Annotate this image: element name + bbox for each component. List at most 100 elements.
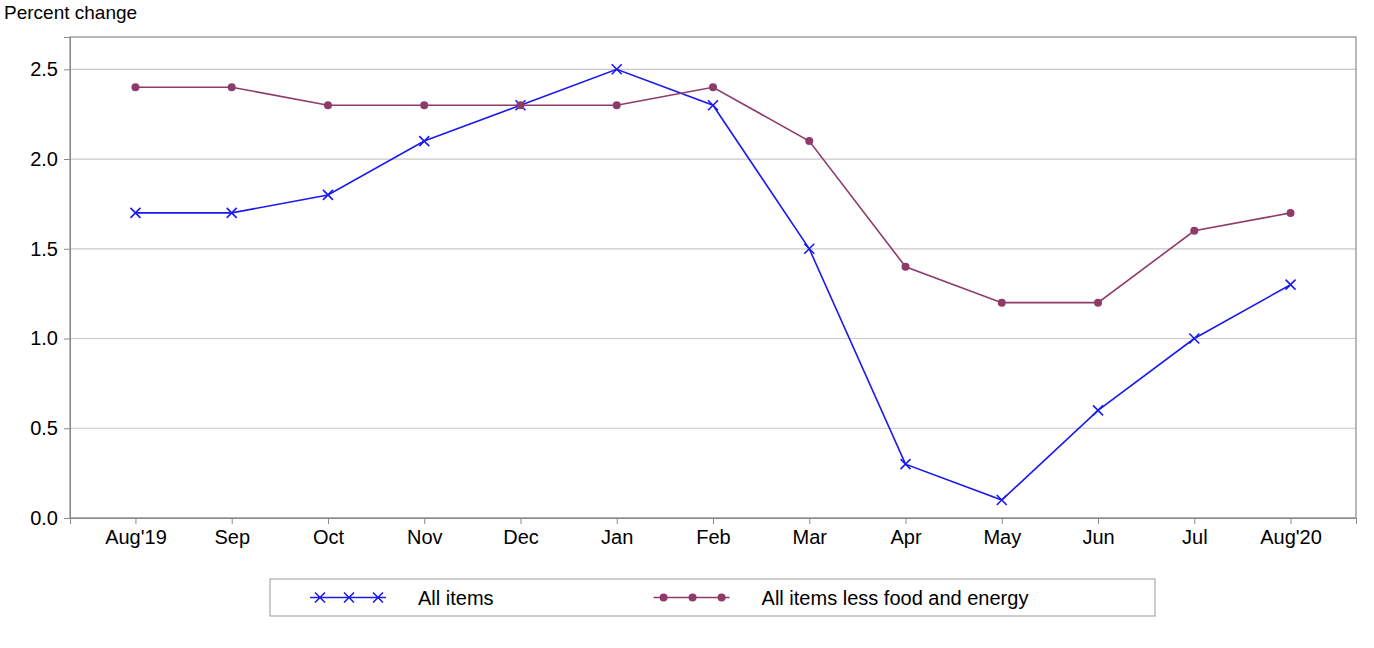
x-tick-label: Aug'19 [105,526,167,548]
legend: All items All items less food and energy [270,579,1155,616]
series-marker [709,83,717,91]
x-tick: Jun [1082,518,1114,548]
x-tick-label: May [983,526,1021,548]
series-marker [1190,227,1198,235]
y-tick-mark [64,518,70,519]
series-marker [1093,405,1103,415]
grid [70,69,1356,518]
grid-line [70,158,1356,159]
legend-box [270,579,1155,616]
y-tick-mark [64,428,70,429]
x-tick-mark [906,518,907,524]
series-marker [131,83,139,91]
x-tick: Nov [407,518,443,548]
x-tick-label: Aug'20 [1260,526,1322,548]
series-marker [130,208,140,218]
y-tick-label: 1.0 [30,327,58,349]
x-tick-mark [1194,518,1195,524]
plot-marks [130,64,1295,505]
y-axis: 0.0 0.5 1.0 1.5 2.0 2.5 [30,38,70,529]
series-marker [515,100,525,110]
legend-label: All items [418,587,494,609]
y-tick: 1.0 [30,327,70,349]
grid-line [70,338,1356,339]
x-tick: Feb [696,518,730,548]
x-axis: Aug'19 Sep Oct Nov Dec Jan Feb Mar Apr May Jun Jul A… [71,518,1357,548]
x-tick-label: Feb [696,526,730,548]
x-tick: Jul [1182,518,1208,548]
x-tick-label: Sep [214,526,250,548]
x-tick-mark [713,518,714,524]
x-tick-label: Oct [313,526,345,548]
series-marker [901,459,911,469]
y-tick: 0.0 [30,507,70,529]
y-tick-label: 1.5 [30,238,58,260]
x-tick: May [983,518,1021,548]
y-tick-label: 0.0 [30,507,58,529]
grid-line [70,428,1356,429]
x-tick-mark [328,518,329,524]
series-marker [323,190,333,200]
series-marker [228,83,236,91]
series-marker [997,495,1007,505]
x-tick-label: Jun [1082,526,1114,548]
y-tick-mark [64,69,70,70]
x-tick-label: Nov [407,526,443,548]
y-tick-label: 2.0 [30,148,58,170]
series-line [135,87,1290,302]
grid-line [70,69,1356,70]
x-tick: Jan [601,518,633,548]
legend-entry: All items less food and energy [654,587,1029,609]
legend-marker [718,594,726,602]
series-marker [419,136,429,146]
x-tick: Oct [313,518,345,548]
y-tick-mark [64,159,70,160]
x-tick: Aug'20 [1260,518,1322,548]
x-tick-label: Jan [601,526,633,548]
series-marker [1094,299,1102,307]
series-marker [902,263,910,271]
x-tick-mark [1098,518,1099,524]
series-marker [1287,209,1295,217]
series-marker [998,299,1006,307]
y-tick: 0.5 [30,417,70,439]
series-marker [324,101,332,109]
y-tick-label: 2.5 [30,58,58,80]
x-tick-mark [520,518,521,524]
series-line [135,69,1290,500]
y-tick: 2.0 [30,148,70,170]
x-tick: Dec [503,518,539,548]
x-axis-line [71,519,1357,525]
x-tick: Aug'19 [105,518,167,548]
series-marker [516,101,524,109]
x-tick-mark [1002,518,1003,524]
plot-frame [70,37,1356,518]
series-marker [805,137,813,145]
series-marker [612,64,622,74]
y-axis-title: Percent change [4,2,137,23]
legend-marker [689,594,697,602]
legend-marker [660,594,668,602]
series-marker [708,100,718,110]
x-tick-mark [232,518,233,524]
x-tick-label: Dec [503,526,539,548]
series-marker [804,244,814,254]
x-tick: Mar [793,518,828,548]
legend-marker [344,593,354,603]
x-tick-mark [1291,518,1292,524]
series-marker [227,208,237,218]
legend-marker [373,593,383,603]
chart: 0.0 0.5 1.0 1.5 2.0 2.5 Aug'19 Sep Oct Nov Dec Jan F… [0,0,1374,648]
x-tick-mark [135,518,136,524]
y-tick-mark [64,249,70,250]
x-tick-label: Jul [1182,526,1208,548]
legend-label: All items less food and energy [762,587,1029,609]
y-tick-mark [64,339,70,340]
x-tick-label: Mar [793,526,828,548]
series-marker [613,101,621,109]
series-marker [1189,334,1199,344]
grid-line [70,248,1356,249]
y-tick-label: 0.5 [30,417,58,439]
x-tick: Sep [214,518,250,548]
x-tick-label: Apr [890,526,921,548]
